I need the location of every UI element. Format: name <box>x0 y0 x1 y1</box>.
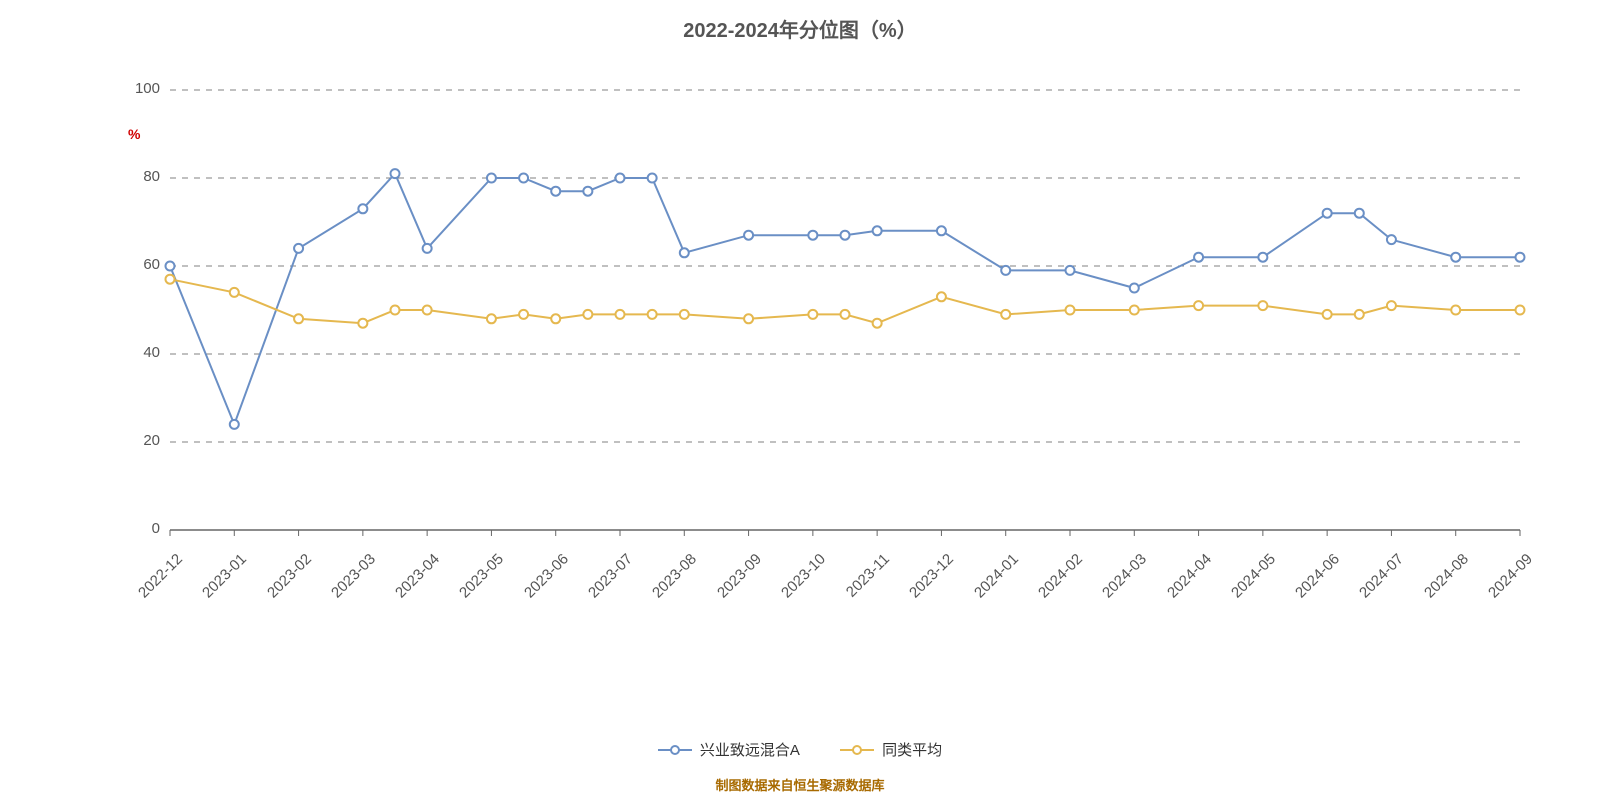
percentile-chart: 2022-2024年分位图（%） % 020406080100 2022-122… <box>0 0 1600 800</box>
y-tick: 40 <box>120 344 160 361</box>
y-tick: 60 <box>120 256 160 273</box>
y-tick: 0 <box>120 520 160 537</box>
legend-item-series-b: 同类平均 <box>840 739 942 760</box>
legend-label-a: 兴业致远混合A <box>700 739 800 760</box>
chart-footer: 制图数据来自恒生聚源数据库 <box>0 775 1600 794</box>
legend-label-b: 同类平均 <box>882 739 942 760</box>
legend-swatch-b <box>840 743 874 757</box>
legend-item-series-a: 兴业致远混合A <box>658 739 800 760</box>
y-tick: 20 <box>120 432 160 449</box>
y-tick: 80 <box>120 168 160 185</box>
legend: 兴业致远混合A 同类平均 <box>0 739 1600 760</box>
y-tick: 100 <box>120 80 160 97</box>
legend-swatch-a <box>658 743 692 757</box>
chart-svg <box>0 0 1600 800</box>
